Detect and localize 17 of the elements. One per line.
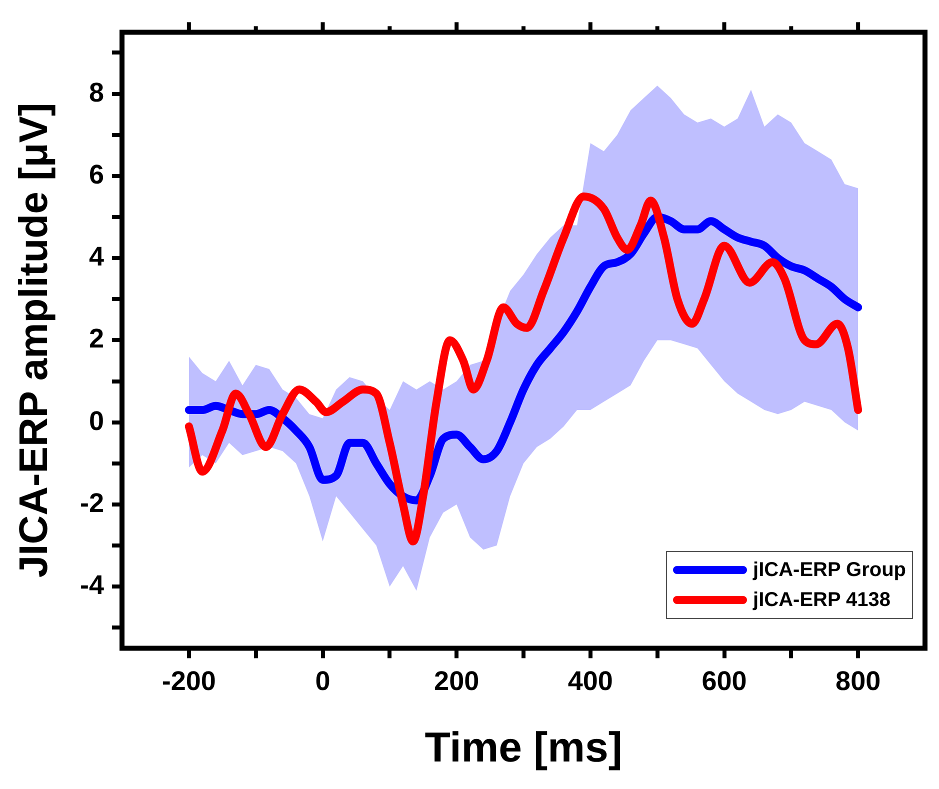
- y-tick-label: 4: [88, 242, 104, 272]
- y-tick-label: 8: [88, 77, 104, 108]
- x-tick-label: -200: [162, 666, 216, 696]
- y-tick-label: 0: [88, 406, 104, 436]
- y-tick-label: 2: [88, 324, 104, 354]
- x-tick-label: 800: [836, 666, 881, 696]
- y-tick-label: -2: [80, 488, 104, 518]
- x-axis-title: Time [ms]: [424, 723, 622, 770]
- legend-label: jICA-ERP Group: [753, 558, 906, 582]
- x-tick-label: 600: [702, 666, 747, 696]
- x-tick-label: 200: [434, 666, 480, 696]
- y-tick-label: -4: [80, 570, 104, 600]
- y-axis-title: JICA-ERP amplitude [μV]: [12, 102, 56, 578]
- legend-label: jICA-ERP 4138: [753, 588, 891, 612]
- x-tick-label: 400: [568, 666, 613, 696]
- y-tick-label: 6: [88, 159, 104, 190]
- x-tick-label: 0: [315, 666, 330, 696]
